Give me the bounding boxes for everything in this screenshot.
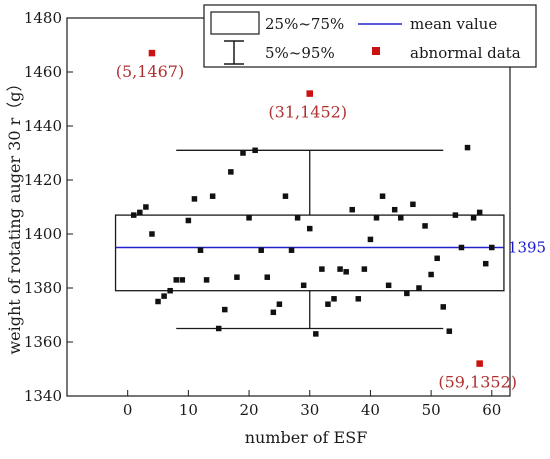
- data-point: [234, 274, 240, 280]
- legend-abnormal-label: abnormal data: [410, 44, 521, 62]
- data-point: [161, 293, 167, 299]
- abnormal-point: [148, 49, 156, 57]
- data-point: [476, 209, 483, 216]
- data-point: [258, 247, 264, 253]
- data-point: [331, 296, 337, 302]
- y-tick-label: 1460: [24, 63, 62, 81]
- data-point: [325, 301, 331, 307]
- legend-mean-label: mean value: [410, 15, 497, 33]
- data-point: [173, 277, 179, 283]
- data-point: [228, 169, 234, 175]
- data-point: [385, 282, 392, 289]
- data-point: [246, 215, 252, 221]
- data-point: [464, 144, 471, 151]
- data-point: [191, 196, 198, 202]
- data-point: [367, 236, 374, 243]
- abnormal-point: [476, 360, 483, 367]
- data-point: [379, 193, 386, 199]
- data-point: [185, 217, 192, 224]
- data-point: [131, 212, 137, 218]
- abnormal-point-label: (5,1467): [116, 62, 184, 81]
- y-tick-label: 1360: [24, 333, 62, 351]
- data-point: [440, 304, 446, 310]
- data-point: [319, 266, 325, 272]
- data-point: [410, 201, 416, 208]
- y-tick-label: 1340: [24, 387, 62, 405]
- data-point: [167, 287, 173, 294]
- legend-abnormal-swatch: [372, 47, 380, 55]
- y-tick-label: 1480: [24, 9, 62, 27]
- data-point: [300, 282, 307, 289]
- legend-box-label: 25%~75%: [265, 15, 344, 33]
- data-point: [197, 247, 204, 253]
- data-point: [416, 285, 422, 291]
- data-point: [313, 331, 319, 337]
- y-tick-label: 1420: [24, 171, 62, 189]
- x-tick-label: 0: [123, 401, 133, 419]
- x-tick-label: 50: [422, 401, 441, 419]
- abnormal-data-points: (5,1467) (31,1452) (59,1352): [116, 49, 517, 392]
- legend-whisker-label: 5%~95%: [265, 44, 335, 62]
- data-point: [264, 274, 271, 280]
- data-point: [470, 215, 477, 221]
- data-point: [282, 193, 289, 199]
- data-point: [404, 290, 410, 297]
- data-point: [482, 260, 489, 267]
- x-tick-label: 60: [482, 401, 501, 419]
- mean-value-label: 1395: [508, 239, 546, 257]
- data-point: [452, 212, 459, 218]
- legend-whisker-swatch: [224, 40, 244, 65]
- data-point: [337, 266, 343, 272]
- x-tick-label: 20: [240, 401, 259, 419]
- data-point: [155, 298, 161, 305]
- abnormal-point-label: (59,1352): [438, 373, 517, 392]
- data-point: [349, 206, 355, 213]
- y-tick-label: 1400: [24, 225, 62, 243]
- abnormal-point-label: (31,1452): [268, 103, 347, 122]
- data-point: [143, 204, 149, 210]
- data-point: [458, 244, 465, 251]
- data-points: [131, 144, 495, 337]
- data-point: [294, 215, 301, 221]
- data-point: [252, 147, 258, 154]
- box-plot: [114, 149, 505, 330]
- x-axis-ticks: 0 10 20 30 40 50 60: [123, 390, 501, 419]
- data-point: [288, 247, 295, 253]
- x-tick-label: 40: [361, 401, 380, 419]
- data-point: [203, 277, 210, 283]
- data-point: [270, 309, 277, 316]
- data-point: [276, 301, 283, 307]
- data-point: [434, 255, 440, 262]
- data-point: [179, 277, 186, 283]
- data-point: [391, 206, 398, 213]
- data-point: [240, 150, 246, 156]
- x-tick-label: 30: [300, 401, 319, 419]
- data-point: [215, 325, 222, 332]
- x-axis-title: number of ESF: [245, 428, 368, 447]
- y-axis-ticks: 1340 1360 1380 1400 1420 1440 1460 1480: [24, 9, 73, 405]
- data-point: [209, 193, 216, 199]
- data-point: [422, 223, 428, 229]
- y-tick-label: 1380: [24, 279, 62, 297]
- data-point: [306, 225, 313, 232]
- data-point: [361, 266, 368, 272]
- y-axis-title: weight of rotating auger 30 r（g）: [5, 75, 24, 354]
- data-point: [355, 296, 362, 302]
- data-point: [373, 215, 380, 221]
- abnormal-point: [306, 90, 313, 97]
- data-point: [489, 244, 495, 251]
- data-point: [428, 271, 434, 278]
- y-tick-label: 1440: [24, 117, 62, 135]
- data-point: [398, 215, 404, 221]
- data-point: [446, 328, 453, 334]
- legend: 25%~75% 5%~95% mean value abnormal data: [203, 4, 537, 68]
- x-tick-label: 10: [179, 401, 198, 419]
- data-point: [149, 231, 155, 237]
- data-point: [222, 306, 228, 313]
- data-point: [343, 269, 349, 275]
- legend-box-swatch: [210, 11, 260, 35]
- data-point: [137, 209, 143, 216]
